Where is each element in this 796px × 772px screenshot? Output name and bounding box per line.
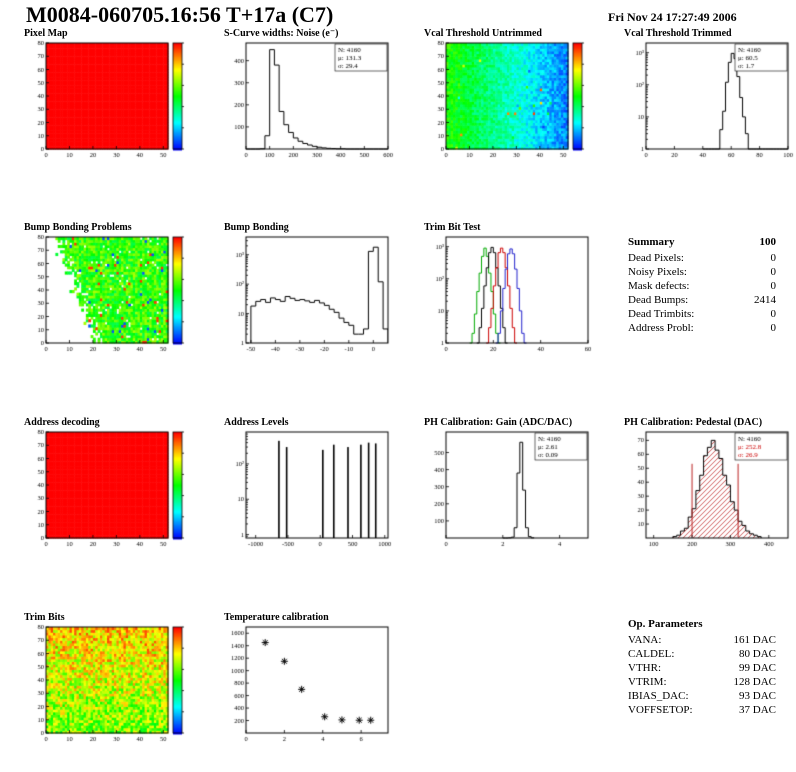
op-param-value: 99 DAC [739,662,776,674]
op-param-row-ibias-dac: IBIAS_DAC: 93 DAC [628,689,776,703]
scurve-noise-chart [222,40,400,162]
op-param-value: 93 DAC [739,690,776,702]
panel-ph-gain: PH Calibration: Gain (ADC/DAC) [422,417,602,551]
summary-title: Summary [628,236,675,248]
summary-value: 2414 [754,294,776,306]
op-param-value: 80 DAC [739,648,776,660]
op-param-label: VTHR: [628,662,661,674]
pixel-map-chart [22,40,200,162]
summary-total: 100 [759,236,777,248]
summary-row-dead-trimbits: Dead Trimbits: 0 [628,307,776,321]
summary-row-mask-defects: Mask defects: 0 [628,279,776,293]
op-param-label: VANA: [628,634,662,646]
vcal-untrimmed-chart [422,40,600,162]
op-param-value: 128 DAC [733,676,776,688]
summary-value: 0 [770,280,777,292]
op-param-row-vtrim: VTRIM: 128 DAC [628,675,776,689]
summary-value: 0 [770,322,777,334]
op-param-row-voffsetop: VOFFSETOP: 37 DAC [628,703,776,717]
panel-trim-bit-test: Trim Bit Test [422,222,602,356]
address-decoding-title: Address decoding [24,417,100,428]
summary-row-dead-pixels: Dead Pixels: 0 [628,251,776,265]
op-param-label: CALDEL: [628,648,675,660]
bump-bonding-problems-title: Bump Bonding Problems [24,222,132,233]
panel-bump-bonding: Bump Bonding [222,222,402,356]
panel-ph-pedestal: PH Calibration: Pedestal (DAC) [622,417,796,551]
summary-row-address-probl: Address Probl: 0 [628,321,776,335]
trim-bits-title: Trim Bits [24,612,65,623]
summary-label: Dead Bumps: [628,294,689,306]
bump-bonding-title: Bump Bonding [224,222,289,233]
panel-bump-bonding-problems: Bump Bonding Problems [22,222,202,356]
ph-gain-chart [422,429,600,551]
summary-label: Mask defects: [628,280,690,292]
temperature-calibration-title: Temperature calibration [224,612,329,623]
panel-temperature-calibration: Temperature calibration [222,612,402,746]
timestamp: Fri Nov 24 17:27:49 2006 [608,10,737,24]
address-levels-title: Address Levels [224,417,289,428]
panel-address-decoding: Address decoding [22,417,202,551]
scurve-noise-title: S-Curve widths: Noise (e⁻) [224,28,339,39]
op-param-row-vana: VANA: 161 DAC [628,633,776,647]
summary-label: Noisy Pixels: [628,266,687,278]
temperature-calibration-chart [222,624,400,746]
summary-value: 0 [770,266,777,278]
vcal-trimmed-title: Vcal Threshold Trimmed [624,28,732,39]
address-levels-chart [222,429,400,551]
op-param-row-caldel: CALDEL: 80 DAC [628,647,776,661]
op-parameters-header: Op. Parameters [628,618,776,630]
summary-label: Dead Pixels: [628,252,684,264]
panel-scurve-noise: S-Curve widths: Noise (e⁻) [222,28,402,162]
op-param-row-vthr: VTHR: 99 DAC [628,661,776,675]
op-param-value: 161 DAC [733,634,776,646]
bump-bonding-chart [222,234,400,356]
summary-value: 0 [770,308,777,320]
ph-pedestal-chart [622,429,796,551]
panel-vcal-trimmed: Vcal Threshold Trimmed [622,28,796,162]
op-parameters-title: Op. Parameters [628,618,703,630]
page-title: M0084-060705.16:56 T+17a (C7) [26,2,334,27]
summary-value: 0 [770,252,777,264]
address-decoding-chart [22,429,200,551]
panel-trim-bits: Trim Bits [22,612,202,746]
trim-bits-chart [22,624,200,746]
bump-bonding-problems-chart [22,234,200,356]
summary-label: Address Probl: [628,322,694,334]
summary-row-noisy-pixels: Noisy Pixels: 0 [628,265,776,279]
panel-pixel-map: Pixel Map [22,28,202,162]
trim-bit-test-chart [422,234,600,356]
ph-gain-title: PH Calibration: Gain (ADC/DAC) [424,417,573,428]
summary-label: Dead Trimbits: [628,308,695,320]
summary-header: Summary 100 [628,236,776,248]
op-param-label: VOFFSETOP: [628,704,693,716]
vcal-untrimmed-title: Vcal Threshold Untrimmed [424,28,542,39]
op-param-value: 37 DAC [739,704,776,716]
vcal-trimmed-chart [622,40,796,162]
op-param-label: IBIAS_DAC: [628,690,689,702]
ph-pedestal-title: PH Calibration: Pedestal (DAC) [624,417,763,428]
op-parameters-panel: Op. Parameters VANA: 161 DAC CALDEL: 80 … [628,618,776,717]
trim-bit-test-title: Trim Bit Test [424,222,481,233]
pixel-map-title: Pixel Map [24,28,68,39]
panel-address-levels: Address Levels [222,417,402,551]
summary-row-dead-bumps: Dead Bumps: 2414 [628,293,776,307]
summary-panel: Summary 100 Dead Pixels: 0 Noisy Pixels:… [628,236,776,335]
panel-vcal-untrimmed: Vcal Threshold Untrimmed [422,28,602,162]
op-param-label: VTRIM: [628,676,667,688]
